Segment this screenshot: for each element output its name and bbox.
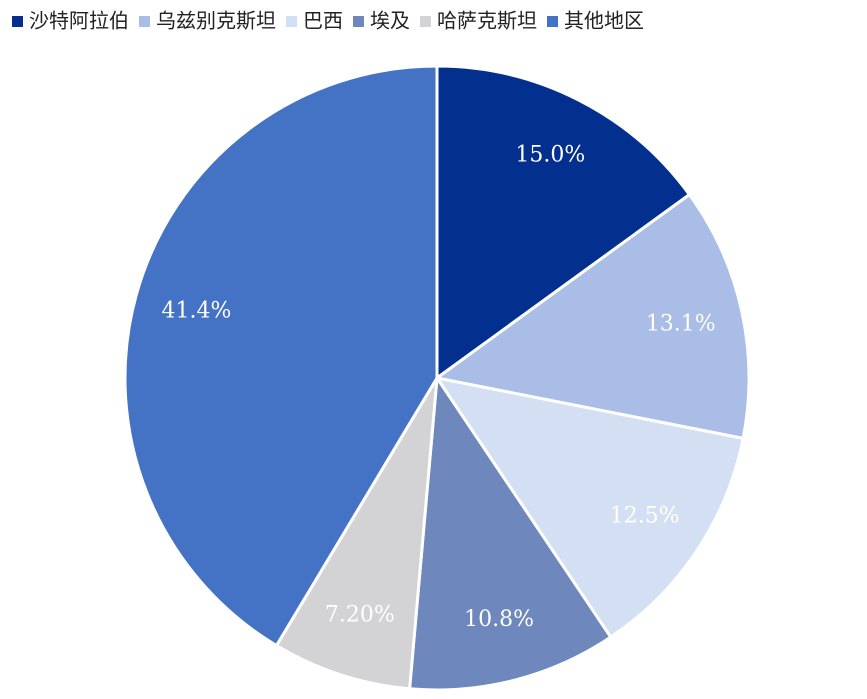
pie-slice [433, 375, 745, 640]
legend-swatch [286, 16, 297, 27]
legend-label: 其他地区 [564, 9, 644, 33]
legend-label: 沙特阿拉伯 [29, 9, 129, 33]
data-label: 13.1% [646, 311, 716, 336]
pie-slice [123, 64, 439, 648]
legend-swatch [547, 16, 558, 27]
data-label: 41.4% [162, 298, 232, 323]
pie-slice [407, 373, 613, 692]
data-label: 10.8% [464, 607, 534, 632]
pie-slice [435, 64, 692, 381]
data-label: 12.5% [610, 503, 680, 528]
legend-label: 巴西 [303, 9, 343, 33]
data-label: 7.20% [325, 602, 395, 627]
legend-swatch [139, 16, 150, 27]
legend-label: 埃及 [370, 9, 410, 33]
legend-swatch [12, 16, 23, 27]
legend-swatch [353, 16, 364, 27]
legend-label: 乌兹别克斯坦 [156, 9, 276, 33]
legend-swatch [420, 16, 431, 27]
pie-slice [433, 192, 751, 441]
legend-label: 哈萨克斯坦 [437, 9, 537, 33]
data-label: 15.0% [515, 143, 585, 168]
pie-slice [274, 377, 439, 691]
